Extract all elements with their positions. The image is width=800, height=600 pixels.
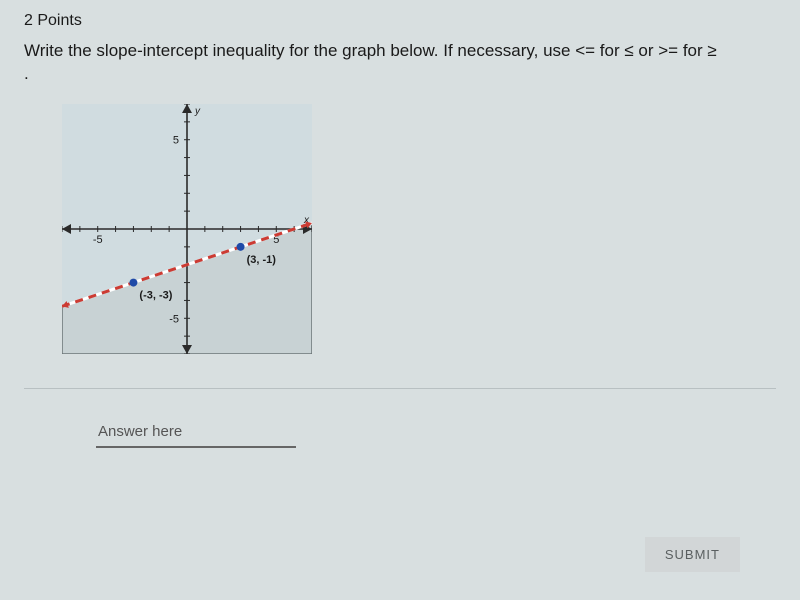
svg-text:5: 5 (173, 135, 179, 147)
section-divider (24, 388, 776, 389)
svg-text:y: y (194, 106, 201, 117)
inequality-graph: -555-5xy(-3, -3)(3, -1) (62, 104, 312, 354)
svg-text:-5: -5 (93, 234, 103, 246)
points-label: 2 Points (24, 12, 776, 30)
svg-text:(3, -1): (3, -1) (247, 254, 277, 266)
svg-text:-5: -5 (169, 313, 179, 325)
submit-button[interactable]: SUBMIT (645, 537, 740, 572)
question-text: Write the slope-intercept inequality for… (24, 40, 724, 86)
answer-input[interactable] (96, 417, 296, 448)
graph-container: -555-5xy(-3, -3)(3, -1) (62, 104, 776, 354)
svg-text:(-3, -3): (-3, -3) (139, 289, 172, 301)
